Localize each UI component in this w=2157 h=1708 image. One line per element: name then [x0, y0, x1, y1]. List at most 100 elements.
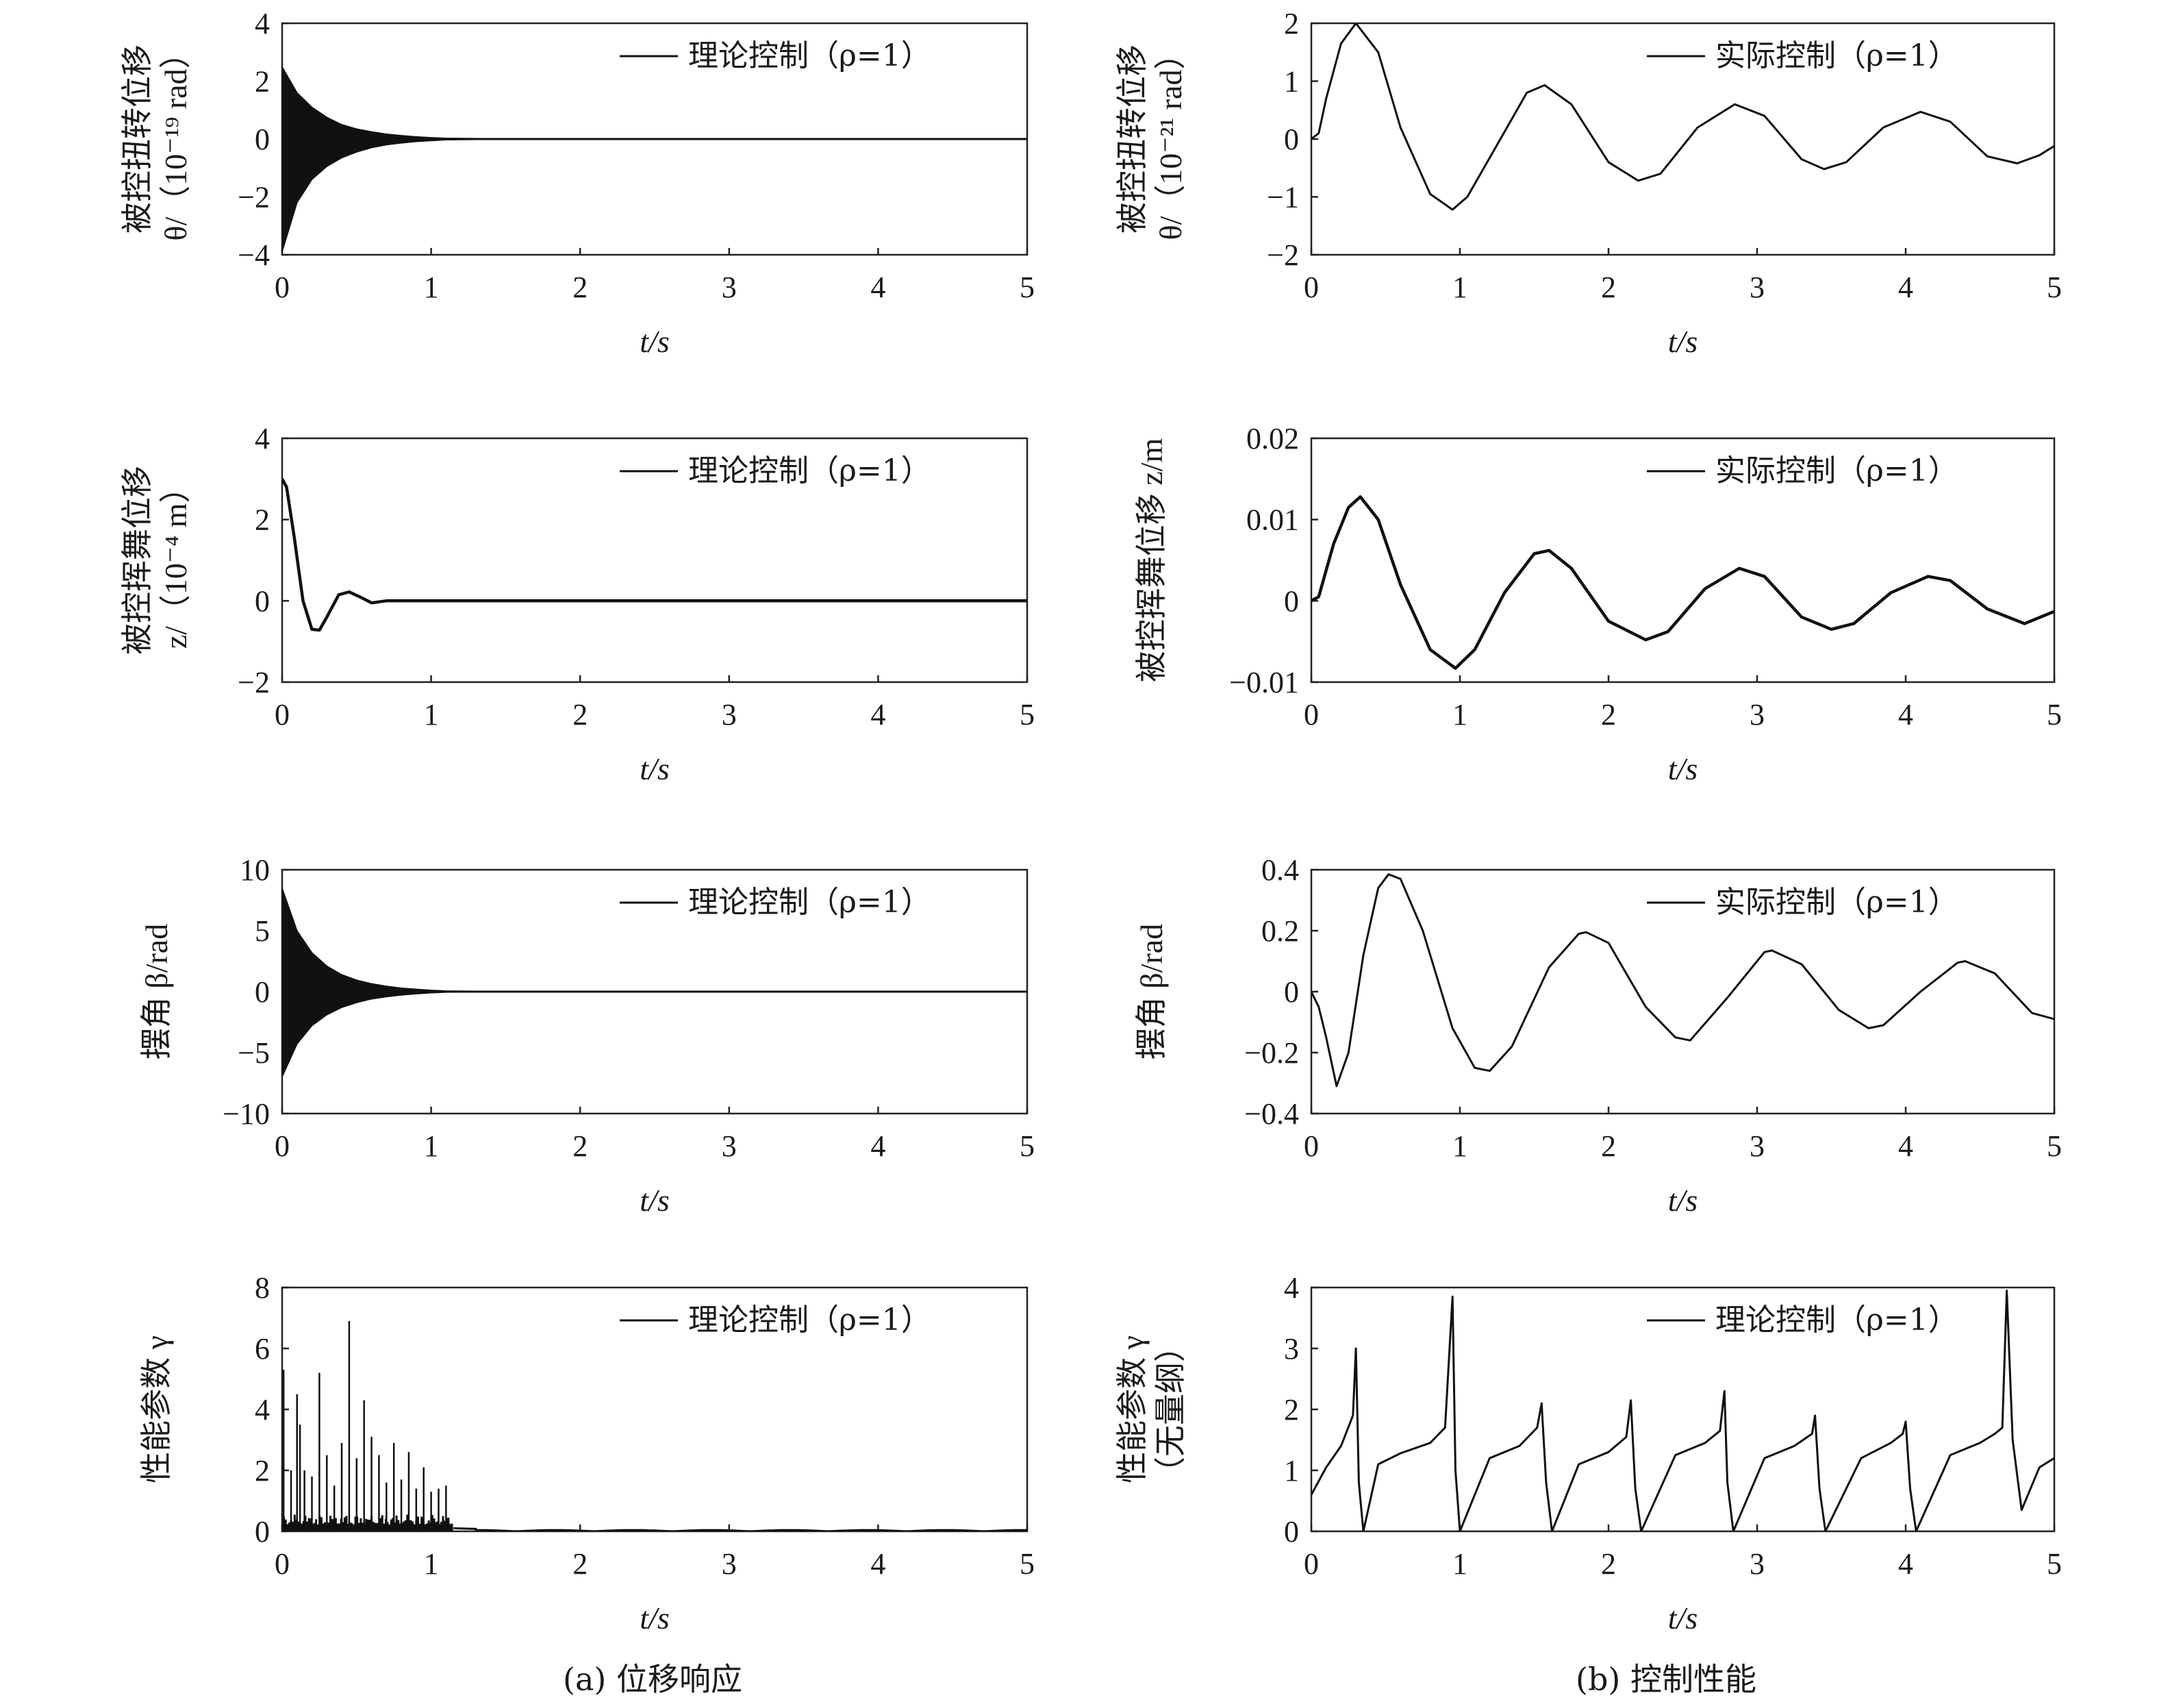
- legend-label: 理论控制（ρ=1）: [1715, 1303, 1958, 1337]
- y-axis-label: 性能参数 γ: [139, 1335, 174, 1483]
- x-tick-label: 3: [722, 698, 737, 731]
- plot-area: [1311, 1290, 2054, 1531]
- legend-label: 实际控制（ρ=1）: [1715, 885, 1958, 920]
- x-tick-label: 4: [1898, 698, 1913, 731]
- y-axis-label: 被控挥舞位移: [120, 466, 155, 655]
- x-axis-label: t/s: [640, 324, 669, 359]
- x-axis-label: t/s: [1668, 751, 1698, 786]
- x-tick-label: 2: [572, 698, 588, 731]
- caption-right: (b) 控制性能: [1576, 1661, 1756, 1698]
- y-tick-label: −0.2: [1244, 1036, 1299, 1070]
- caption-left: (a) 位移响应: [563, 1661, 742, 1698]
- x-tick-label: 5: [2047, 1547, 2062, 1581]
- x-tick-label: 5: [1020, 1547, 1035, 1581]
- x-tick-label: 1: [1452, 698, 1467, 731]
- y-tick-label: 0.4: [1261, 853, 1299, 887]
- x-axis-label: t/s: [640, 1183, 669, 1218]
- y-tick-label: 4: [255, 1393, 270, 1427]
- y-axis-label: 被控扭转位移: [120, 45, 155, 234]
- y-axis-label: （无量纲）: [1153, 1331, 1188, 1488]
- x-tick-label: 3: [722, 1129, 737, 1163]
- y-tick-label: 2: [1284, 1393, 1299, 1427]
- legend-label: 理论控制（ρ=1）: [688, 38, 931, 73]
- series-tail: [453, 1527, 1027, 1531]
- x-tick-label: 4: [1898, 1129, 1913, 1163]
- x-tick-label: 0: [275, 1547, 290, 1581]
- x-tick-label: 3: [1750, 1129, 1765, 1163]
- y-tick-label: −2: [238, 181, 270, 214]
- y-tick-label: 3: [1284, 1332, 1299, 1366]
- legend-label: 理论控制（ρ=1）: [688, 1303, 931, 1337]
- y-tick-label: 0: [1284, 123, 1299, 156]
- y-tick-label: 1: [1284, 1454, 1299, 1487]
- x-tick-label: 1: [1452, 1547, 1467, 1581]
- x-tick-label: 3: [722, 271, 737, 304]
- y-tick-label: −0.01: [1229, 666, 1299, 699]
- chart-b4: 0 1 2 3 4 5 4 3 2 1 0 t/s 性能参数 γ （无量纲） 理论控制（ρ=1）: [1115, 1271, 2062, 1635]
- y-tick-label: 0: [1284, 975, 1299, 1009]
- plot-area: [282, 888, 1027, 1077]
- y-axis-label: 被控挥舞位移 z/m: [1134, 438, 1169, 683]
- series-line: [1311, 1290, 2054, 1531]
- y-axis-label: θ/（10⁻²¹ rad）: [1153, 38, 1188, 240]
- y-tick-label: 0: [1284, 1515, 1299, 1548]
- x-tick-label: 4: [870, 698, 885, 731]
- y-axis-label: 摆角 β/rad: [1134, 924, 1169, 1059]
- x-tick-label: 5: [1020, 271, 1035, 304]
- y-tick-label: 0: [1284, 584, 1299, 618]
- plot-area: [1311, 873, 2054, 1088]
- plot-area: [282, 65, 1027, 253]
- y-tick-label: −4: [238, 238, 270, 272]
- plot-area: [1311, 495, 2054, 670]
- chart-a1: 0 1 2 3 4 5 4 2 0 −2 −4 t/s 被控扭转位移 θ/（10⁻¹⁹ rad） 理论控制（…: [120, 7, 1035, 359]
- series-line: [282, 478, 1027, 632]
- x-tick-label: 4: [870, 271, 885, 304]
- legend-label: 理论控制（ρ=1）: [688, 453, 931, 488]
- chart-b3: 0 1 2 3 4 5 0.4 0.2 0 −0.2 −0.4 t/s 摆角 β/rad 实际控制（ρ=1…: [1134, 853, 2062, 1218]
- x-tick-label: 5: [1020, 698, 1035, 731]
- x-tick-label: 2: [572, 271, 588, 304]
- x-tick-label: 3: [1750, 698, 1765, 731]
- x-tick-label: 2: [572, 1547, 588, 1581]
- y-axis-label: 摆角 β/rad: [139, 924, 174, 1059]
- y-tick-label: 0: [255, 123, 270, 156]
- plot-frame: [281, 437, 1029, 683]
- y-axis-label: 被控扭转位移: [1115, 45, 1150, 234]
- x-tick-label: 0: [275, 1129, 290, 1163]
- x-axis-label: t/s: [1668, 324, 1698, 359]
- x-tick-label: 0: [1304, 698, 1319, 731]
- x-tick-label: 2: [1601, 1129, 1616, 1163]
- y-tick-label: 4: [1284, 1271, 1299, 1305]
- series-envelope: [282, 65, 1027, 253]
- x-tick-label: 2: [1601, 698, 1616, 731]
- y-tick-label: 2: [255, 503, 270, 537]
- x-tick-label: 1: [424, 271, 439, 304]
- x-axis-label: t/s: [1668, 1183, 1698, 1218]
- x-tick-label: 1: [1452, 271, 1467, 304]
- x-tick-label: 5: [2047, 271, 2062, 304]
- series-line: [1311, 873, 2054, 1088]
- x-tick-label: 1: [1452, 1129, 1467, 1163]
- plot-area: [1311, 23, 2054, 211]
- y-tick-label: 2: [1284, 7, 1299, 40]
- y-tick-label: 0: [255, 1515, 270, 1548]
- x-axis-label: t/s: [640, 751, 669, 786]
- series-line: [1311, 23, 2054, 211]
- y-tick-label: −0.4: [1244, 1097, 1299, 1131]
- y-tick-label: −2: [238, 666, 270, 699]
- legend-label: 实际控制（ρ=1）: [1715, 453, 1958, 488]
- legend-label: 理论控制（ρ=1）: [688, 885, 931, 920]
- x-tick-label: 0: [1304, 1547, 1319, 1581]
- y-tick-label: 2: [255, 65, 270, 99]
- x-tick-label: 0: [275, 698, 290, 731]
- x-tick-label: 2: [572, 1129, 588, 1163]
- y-axis-label: z/（10⁻⁴ m）: [158, 472, 193, 649]
- x-tick-label: 4: [870, 1129, 885, 1163]
- x-tick-label: 4: [1898, 271, 1913, 304]
- y-tick-label: 6: [255, 1332, 270, 1366]
- y-tick-label: 10: [240, 853, 270, 887]
- x-tick-label: 4: [1898, 1547, 1913, 1581]
- y-tick-label: 2: [255, 1454, 270, 1487]
